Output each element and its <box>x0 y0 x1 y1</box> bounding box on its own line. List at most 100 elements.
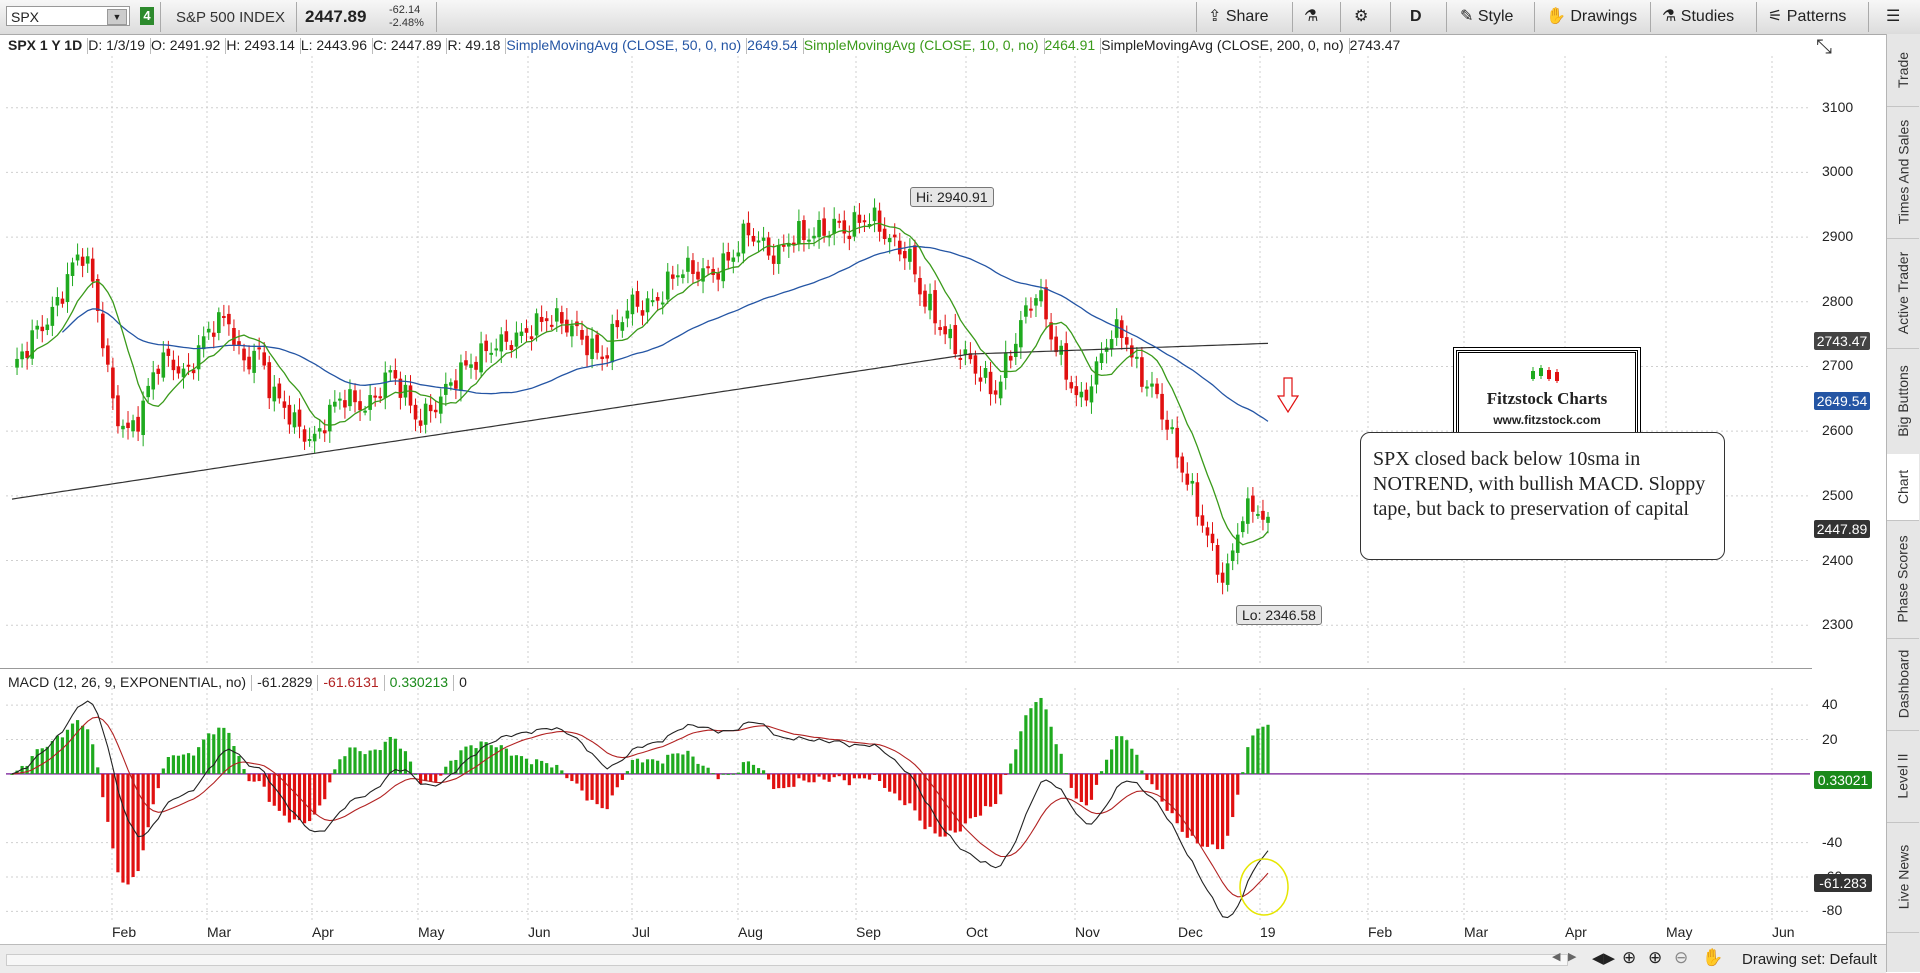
crosshair-icon[interactable]: ⊕ <box>1622 948 1637 967</box>
candle-body <box>1069 382 1074 389</box>
candle-body <box>257 347 261 350</box>
candle-body <box>100 313 105 349</box>
candle-body <box>1210 533 1215 544</box>
macd-histogram-bar <box>792 773 796 787</box>
candle-body <box>887 237 892 243</box>
candle-body <box>1235 534 1240 553</box>
zoom-in-icon[interactable]: ⊕ <box>1648 948 1663 967</box>
candle-body <box>464 360 468 366</box>
candle-body <box>943 326 947 335</box>
candle-body <box>388 370 393 373</box>
patterns-button[interactable]: ⚟ Patterns <box>1768 8 1847 25</box>
sidebar-tab-active-trader[interactable]: Active Trader <box>1887 238 1919 349</box>
share-button[interactable]: ⇪ Share <box>1208 8 1269 25</box>
macd-histogram-bar <box>70 723 75 774</box>
aggregation-button[interactable]: D <box>1410 8 1422 25</box>
candle-body <box>121 425 125 430</box>
sidebar-tab-live-news[interactable]: Live News <box>1887 822 1919 933</box>
candle-body <box>227 313 231 325</box>
macd-histogram-bar <box>575 773 579 784</box>
macd-histogram-bar <box>81 725 85 774</box>
zoom-out-icon[interactable]: ⊖ <box>1674 948 1689 967</box>
horizontal-scrollbar[interactable] <box>6 954 1568 966</box>
candle-body <box>1180 456 1185 473</box>
divider <box>1292 2 1293 32</box>
macd-histogram-bar <box>802 773 806 781</box>
macd-histogram-bar <box>176 755 181 774</box>
macd-histogram-bar <box>988 773 993 807</box>
candle-body <box>817 219 821 238</box>
candle-body <box>1124 337 1129 345</box>
macd-label[interactable]: MACD (12, 26, 9, EXPONENTIAL, no) <box>8 674 247 690</box>
price-tick-label: 3000 <box>1822 163 1854 180</box>
time-axis-label: Jun <box>528 924 551 940</box>
candle-body <box>116 395 120 427</box>
candle-body <box>1094 361 1099 385</box>
drawing-set-label[interactable]: Drawing set: Default <box>1742 951 1878 968</box>
menu-button[interactable]: ☰ <box>1886 5 1900 29</box>
sidebar-tab-big-buttons[interactable]: Big Buttons <box>1887 348 1919 455</box>
candle-body <box>469 364 473 368</box>
price-chart[interactable] <box>6 56 1810 664</box>
macd-histogram-bar <box>1049 726 1053 774</box>
candle-body <box>363 410 367 413</box>
scroll-left-icon[interactable]: ◀ <box>1552 951 1561 963</box>
macd-histogram-bar <box>1246 747 1250 774</box>
macd-histogram-bar <box>1231 773 1235 818</box>
studies-button[interactable]: ⚗ Studies <box>1662 8 1735 25</box>
macd-histogram-bar <box>772 773 776 790</box>
sma50-label[interactable]: SimpleMovingAvg (CLOSE, 50, 0, no) <box>506 37 742 53</box>
macd-histogram-bar <box>645 759 650 774</box>
time-axis-label: 19 <box>1260 924 1276 940</box>
macd-histogram-bar <box>968 773 972 819</box>
candle-body <box>368 395 372 410</box>
divider <box>436 2 437 32</box>
sidebar-tab-chart[interactable]: Chart <box>1887 454 1919 521</box>
macd-histogram-bar <box>35 749 39 774</box>
settings-button[interactable]: ⚙ <box>1354 5 1368 29</box>
sidebar-tab-label: Times And Sales <box>1895 119 1911 225</box>
expand-icon[interactable]: ⤡ <box>1816 36 1832 58</box>
macd-histogram-bar <box>1221 773 1225 850</box>
candle-body <box>494 348 499 351</box>
candle-body <box>938 327 942 331</box>
macd-chart[interactable] <box>6 688 1810 920</box>
symbol-input[interactable]: SPX ▼ <box>6 6 130 26</box>
macd-tick-label: -80 <box>1822 902 1843 919</box>
sidebar-tab-dashboard[interactable]: Dashboard <box>1887 638 1919 731</box>
macd-histogram-bar <box>121 773 125 883</box>
macd-histogram-bar <box>908 773 912 804</box>
sidebar-tab-trade[interactable]: Trade <box>1887 34 1919 107</box>
link-group-badge[interactable]: 4 <box>140 7 154 25</box>
macd-histogram-bar <box>91 744 95 774</box>
sidebar-tab-phase-scores[interactable]: Phase Scores <box>1887 520 1919 639</box>
macd-histogram-bar <box>686 750 690 774</box>
macd-histogram-bar <box>333 769 337 774</box>
candle-body <box>908 248 912 262</box>
macd-histogram-bar <box>524 758 529 774</box>
pan-hand-icon[interactable]: ✋ <box>1702 948 1724 967</box>
candle-body <box>85 256 90 264</box>
scroll-right-icon[interactable]: ▶ <box>1568 951 1577 963</box>
candle-body <box>1049 322 1053 340</box>
sma10-label[interactable]: SimpleMovingAvg (CLOSE, 10, 0, no) <box>803 37 1039 53</box>
macd-histogram-bar <box>1039 697 1043 774</box>
sma200-label[interactable]: SimpleMovingAvg (CLOSE, 200, 0, no) <box>1101 37 1344 53</box>
sidebar-tab-times-and-sales[interactable]: Times And Sales <box>1887 106 1919 239</box>
candle-body <box>333 401 337 407</box>
macd-histogram-bar <box>1014 749 1018 774</box>
divider <box>1868 2 1869 32</box>
macd-histogram-bar <box>242 769 246 774</box>
chevron-down-icon[interactable]: ▼ <box>107 9 127 25</box>
zoom-fit-icon[interactable]: ◀▶ <box>1592 950 1616 967</box>
drawings-button[interactable]: ✋ Drawings <box>1546 8 1638 25</box>
sidebar-tab-level-ii[interactable]: Level II <box>1887 730 1919 823</box>
flask-button[interactable]: ⚗ <box>1304 5 1318 29</box>
candle-body <box>731 257 736 262</box>
style-button[interactable]: ✎ Style <box>1460 8 1514 25</box>
macd-histogram-bar <box>1251 735 1255 774</box>
macd-histogram-bar <box>86 729 90 774</box>
candle-body <box>408 385 413 406</box>
low-marker-label: Lo: 2346.58 <box>1236 605 1322 625</box>
candle-body <box>691 260 695 274</box>
